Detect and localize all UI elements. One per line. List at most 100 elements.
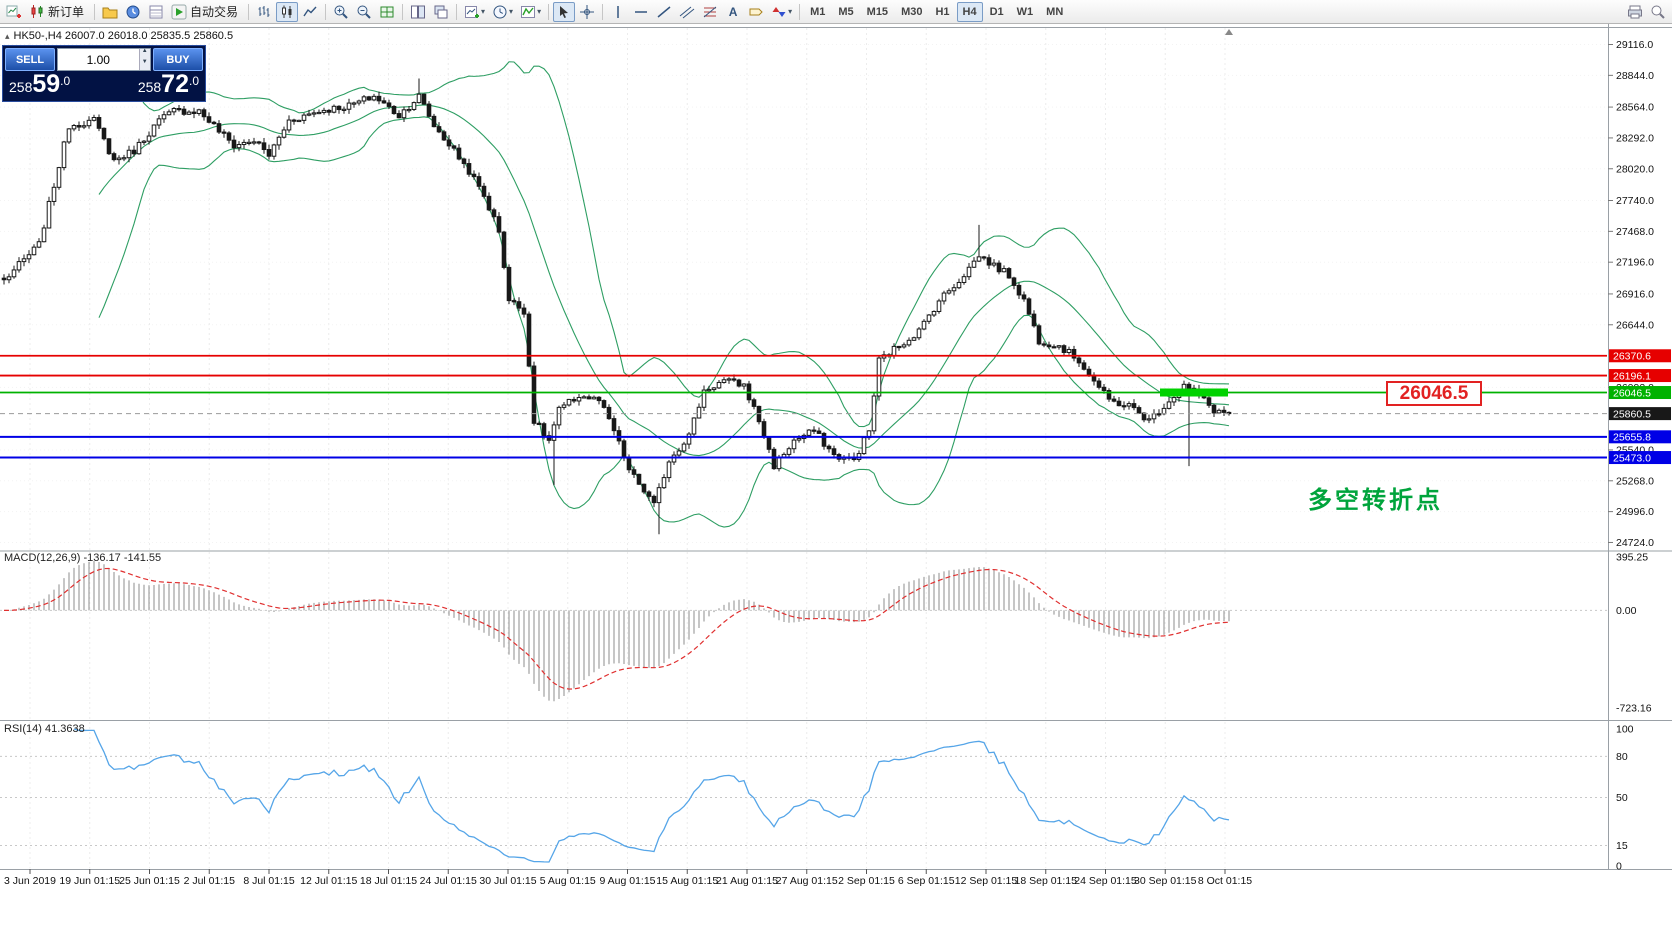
svg-text:15: 15 xyxy=(1616,840,1628,852)
profiles-folder-icon xyxy=(102,7,118,18)
toolbar-separator xyxy=(402,3,404,20)
volume-input[interactable] xyxy=(58,49,139,70)
macd-layer xyxy=(0,561,1607,702)
timeframe-group: M1 M5 M15 M30 H1 H4 D1 W1 MN xyxy=(804,1,1069,22)
svg-text:25268.0: 25268.0 xyxy=(1616,475,1654,487)
svg-text:6 Sep 01:15: 6 Sep 01:15 xyxy=(898,875,955,887)
cascade-windows-button[interactable] xyxy=(430,2,452,22)
svg-text:2 Jul 01:15: 2 Jul 01:15 xyxy=(184,875,236,887)
vertical-line-button[interactable] xyxy=(607,2,629,22)
autotrading-button[interactable]: 自动交易 xyxy=(168,2,244,22)
svg-text:26046.5: 26046.5 xyxy=(1613,387,1651,399)
macd-label: MACD(12,26,9) -136.17 -141.55 xyxy=(4,552,162,564)
svg-text:28844.0: 28844.0 xyxy=(1616,70,1654,82)
buy-button[interactable]: BUY xyxy=(153,48,203,71)
fibonacci-button[interactable] xyxy=(699,2,721,22)
profiles-button[interactable] xyxy=(99,2,121,22)
volume-up-icon[interactable]: ▲ xyxy=(139,48,150,60)
period-clock-icon xyxy=(493,5,507,18)
rsi-layer xyxy=(0,728,1607,863)
svg-text:9 Aug 01:15: 9 Aug 01:15 xyxy=(599,875,655,887)
svg-text:0: 0 xyxy=(1616,861,1622,873)
svg-text:21 Aug 01:15: 21 Aug 01:15 xyxy=(716,875,778,887)
candlestick-chart-icon xyxy=(282,5,292,18)
data-window-button[interactable] xyxy=(145,2,167,22)
search-button[interactable] xyxy=(1647,2,1669,22)
svg-text:28292.0: 28292.0 xyxy=(1616,132,1654,144)
vertical-line-icon xyxy=(617,5,619,18)
chart-grid-button[interactable] xyxy=(376,2,398,22)
add-indicator-window-button[interactable]: ▾ xyxy=(461,2,488,22)
arrow-tools-button[interactable]: ▾ xyxy=(768,2,795,22)
svg-text:27196.0: 27196.0 xyxy=(1616,257,1654,269)
svg-text:12 Jul 01:15: 12 Jul 01:15 xyxy=(300,875,357,887)
svg-text:27 Aug 01:15: 27 Aug 01:15 xyxy=(776,875,838,887)
svg-text:25860.5: 25860.5 xyxy=(1613,408,1651,420)
toolbar: 新订单 自动交易 ▾ ▾ ▾ A ▾ xyxy=(0,0,1672,24)
axis-layer: 29116.0 28844.0 28564.0 28292.0 28020.0 27740… xyxy=(0,24,1672,887)
svg-text:5 Aug 01:15: 5 Aug 01:15 xyxy=(540,875,596,887)
svg-text:15 Aug 01:15: 15 Aug 01:15 xyxy=(656,875,718,887)
text-tool-button[interactable]: A xyxy=(722,2,744,22)
bar-chart-button[interactable] xyxy=(253,2,275,22)
crosshair-button[interactable] xyxy=(576,2,598,22)
svg-text:8 Oct 01:15: 8 Oct 01:15 xyxy=(1198,875,1252,887)
svg-text:25473.0: 25473.0 xyxy=(1613,452,1651,464)
tf-button-M5[interactable]: M5 xyxy=(838,5,854,18)
zoom-in-button[interactable] xyxy=(330,2,352,22)
tf-button-M30[interactable]: M30 xyxy=(901,5,923,18)
fibonacci-icon xyxy=(703,6,717,17)
indicators-button[interactable]: ▾ xyxy=(517,2,544,22)
one-click-trading-panel: SELL ▲ ▼ BUY 25859.0 25872.0 xyxy=(2,45,206,102)
svg-text:80: 80 xyxy=(1616,751,1628,763)
chart-ohlc-info: HK50-,H4 26007.0 26018.0 25835.5 25860.5 xyxy=(13,30,234,42)
toolbar-separator xyxy=(456,3,458,20)
chart-area[interactable]: 29116.0 28844.0 28564.0 28292.0 28020.0 27740… xyxy=(0,24,1672,950)
sell-button[interactable]: SELL xyxy=(5,48,55,71)
new-chart-button[interactable] xyxy=(3,2,25,22)
svg-text:2 Sep 01:15: 2 Sep 01:15 xyxy=(838,875,895,887)
dropdown-caret-icon: ▾ xyxy=(537,7,542,16)
toolbar-separator xyxy=(325,3,327,20)
cursor-button[interactable] xyxy=(553,1,576,22)
svg-text:24 Sep 01:15: 24 Sep 01:15 xyxy=(1074,875,1137,887)
tf-button-H1[interactable]: H1 xyxy=(935,5,950,18)
dropdown-caret-icon: ▾ xyxy=(481,7,486,16)
print-button[interactable] xyxy=(1624,2,1646,22)
search-icon xyxy=(1651,5,1665,19)
new-order-button[interactable]: 新订单 xyxy=(26,2,90,22)
period-button[interactable]: ▾ xyxy=(489,2,516,22)
zoom-out-button[interactable] xyxy=(353,2,375,22)
sell-price[interactable]: 25859.0 xyxy=(9,70,71,98)
candles-layer xyxy=(1,61,1232,535)
text-label-button[interactable] xyxy=(745,2,767,22)
one-click-collapse-icon[interactable]: ▴ xyxy=(5,30,10,41)
svg-text:3 Jun 2019: 3 Jun 2019 xyxy=(4,875,56,887)
market-watch-icon xyxy=(126,5,140,18)
trendline-button[interactable] xyxy=(653,2,675,22)
tf-button-M1[interactable]: M1 xyxy=(810,5,826,18)
arrow-tools-icon xyxy=(772,6,786,17)
grid-layer xyxy=(0,28,1607,868)
svg-text:12 Sep 01:15: 12 Sep 01:15 xyxy=(955,875,1018,887)
tile-windows-button[interactable] xyxy=(407,2,429,22)
svg-text:50: 50 xyxy=(1616,792,1628,804)
market-watch-button[interactable] xyxy=(122,2,144,22)
tf-button-D1[interactable]: D1 xyxy=(989,5,1004,18)
cursor-icon xyxy=(560,5,569,18)
tf-button-H4[interactable]: H4 xyxy=(956,1,983,22)
horizontal-line-button[interactable] xyxy=(630,2,652,22)
volume-down-icon[interactable]: ▼ xyxy=(139,59,150,70)
candlestick-chart-button[interactable] xyxy=(276,1,299,22)
tile-windows-icon xyxy=(411,5,426,18)
tf-button-W1[interactable]: W1 xyxy=(1016,5,1034,18)
channel-button[interactable] xyxy=(676,2,698,22)
autotrading-play-icon xyxy=(171,4,187,19)
tf-button-MN[interactable]: MN xyxy=(1046,5,1064,18)
volume-spinner: ▲ ▼ xyxy=(138,48,150,70)
data-window-icon xyxy=(149,5,163,18)
line-chart-button[interactable] xyxy=(299,2,321,22)
buy-price[interactable]: 25872.0 xyxy=(137,70,199,98)
price-annotation-box[interactable]: 26046.5 xyxy=(1386,381,1482,406)
tf-button-M15[interactable]: M15 xyxy=(866,5,889,18)
